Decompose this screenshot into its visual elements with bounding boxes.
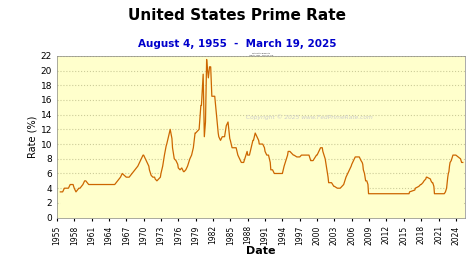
Text: United States Prime Rate: United States Prime Rate xyxy=(128,8,346,23)
Text: Copyright © 2025 www.FedPrimeRate.com: Copyright © 2025 www.FedPrimeRate.com xyxy=(246,114,373,120)
Title: United States Prime Rate
August 4, 1955  -  March 19, 2025: United States Prime Rate August 4, 1955 … xyxy=(248,53,273,56)
Y-axis label: Rate (%): Rate (%) xyxy=(28,116,38,158)
Text: August 4, 1955  -  March 19, 2025: August 4, 1955 - March 19, 2025 xyxy=(138,39,336,49)
X-axis label: Date: Date xyxy=(246,246,275,256)
